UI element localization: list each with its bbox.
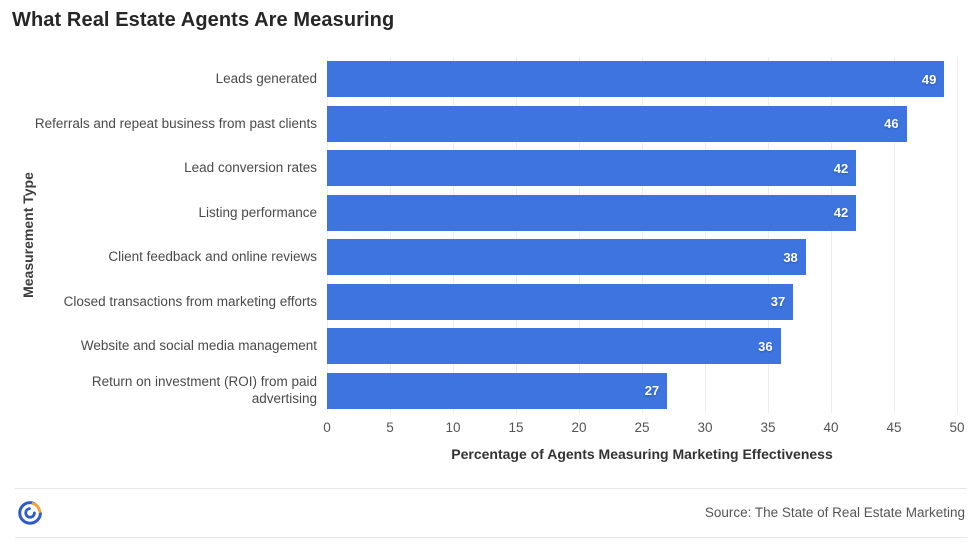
- category-label: Client feedback and online reviews: [108, 249, 317, 265]
- bar: 36: [327, 328, 781, 365]
- x-tick-label: 15: [508, 420, 524, 435]
- category-label: Lead conversion rates: [184, 160, 317, 176]
- x-tick-label: 0: [323, 420, 331, 435]
- category-label: Return on investment (ROI) from paid adv…: [91, 374, 317, 406]
- bar-track: 37: [327, 280, 957, 325]
- plot-area: Leads generated 49 Referrals and repeat bu…: [0, 57, 958, 413]
- chart-title: What Real Estate Agents Are Measuring: [12, 9, 395, 31]
- bar-row: Website and social media management 36: [0, 324, 957, 369]
- footer-divider-top: [15, 488, 967, 489]
- gridline: [705, 57, 706, 413]
- x-axis-ticks: 0 5 10 15 20 25 30 35 40 45 50: [323, 420, 964, 438]
- bar-row: Lead conversion rates 42: [0, 146, 957, 191]
- bar-row: Listing performance 42: [0, 191, 957, 236]
- bar-value-label: 42: [833, 160, 849, 176]
- bar-value-label: 42: [833, 205, 849, 221]
- category-label: Listing performance: [198, 204, 317, 220]
- source-attribution: Source: The State of Real Estate Marketi…: [704, 505, 965, 520]
- category-label: Closed transactions from marketing effor…: [63, 293, 317, 309]
- gridline: [957, 57, 958, 413]
- bar: 42: [327, 194, 857, 231]
- gridline: [579, 57, 580, 413]
- bar: 37: [327, 283, 794, 320]
- x-tick-label: 20: [571, 420, 587, 435]
- x-axis-title: Percentage of Agents Measuring Marketing…: [451, 446, 833, 462]
- bar-value-label: 27: [644, 383, 660, 399]
- bar: 46: [327, 105, 907, 142]
- x-tick-label: 40: [823, 420, 839, 435]
- footer-divider-bottom: [15, 537, 967, 538]
- bar-row: Client feedback and online reviews 38: [0, 235, 957, 280]
- bar-value-label: 38: [783, 249, 798, 265]
- gridline-layer: [327, 57, 958, 413]
- category-label: Leads generated: [215, 71, 317, 87]
- bar-track: 46: [327, 102, 957, 147]
- x-tick-label: 35: [760, 420, 776, 435]
- x-tick-label: 50: [949, 420, 965, 435]
- bar: 42: [327, 150, 857, 187]
- x-tick-label: 25: [634, 420, 650, 435]
- bar-row: Return on investment (ROI) from paid adv…: [0, 369, 957, 414]
- bar-track: 42: [327, 191, 957, 236]
- gridline: [894, 57, 895, 413]
- x-tick-label: 45: [886, 420, 902, 435]
- gridline: [642, 57, 643, 413]
- bar-value-label: 36: [758, 338, 773, 354]
- bar-track: 38: [327, 235, 957, 280]
- bar-value-label: 37: [770, 294, 786, 310]
- bar-value-label: 49: [921, 71, 937, 87]
- x-tick-label: 30: [697, 420, 713, 435]
- category-label: Website and social media management: [80, 338, 317, 354]
- bar-track: 36: [327, 324, 957, 369]
- bar-track: 49: [327, 57, 957, 102]
- bar-row: Referrals and repeat business from past …: [0, 102, 957, 147]
- category-label: Referrals and repeat business from past …: [34, 115, 317, 131]
- bar-row: Closed transactions from marketing effor…: [0, 280, 957, 325]
- bar-rows: Leads generated 49 Referrals and repeat bu…: [0, 57, 957, 413]
- bar-track: 42: [327, 146, 957, 191]
- brand-circle-logo-icon: [18, 501, 42, 525]
- bar: 27: [327, 372, 668, 409]
- gridline: [453, 57, 454, 413]
- x-tick-label: 5: [386, 420, 394, 435]
- gridline: [390, 57, 391, 413]
- bar-row: Leads generated 49: [0, 57, 957, 102]
- bar: 49: [327, 61, 945, 98]
- bar-track: 27: [327, 369, 957, 414]
- gridline: [768, 57, 769, 413]
- bar: 38: [327, 239, 806, 276]
- gridline: [327, 57, 328, 413]
- x-tick-label: 10: [445, 420, 461, 435]
- gridline: [516, 57, 517, 413]
- bar-value-label: 46: [884, 116, 899, 132]
- gridline: [831, 57, 832, 413]
